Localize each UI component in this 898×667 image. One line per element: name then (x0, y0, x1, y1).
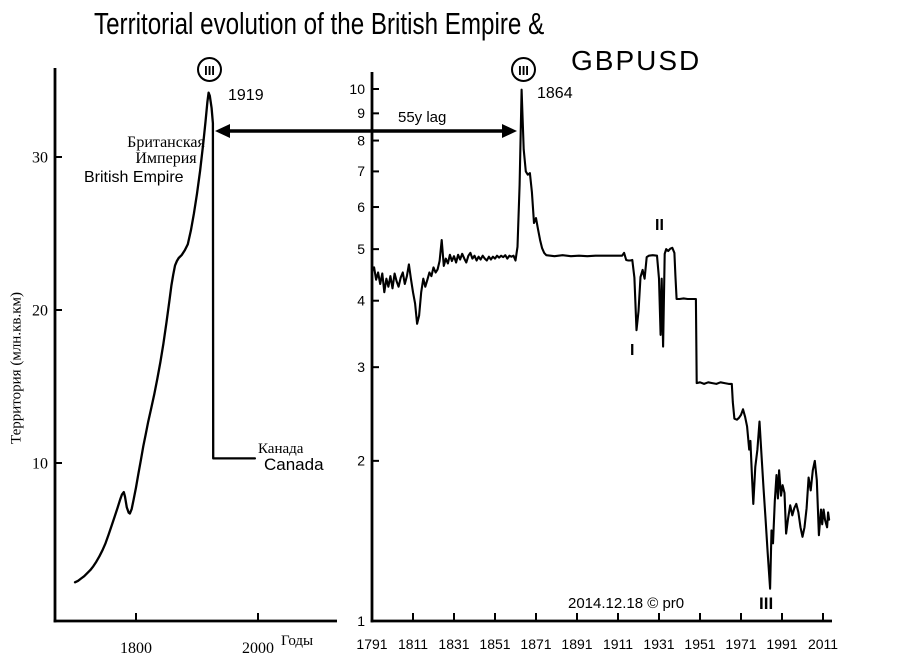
gbpusd-x-tick-label: 2011 (808, 636, 838, 652)
crisis-marker-II: II (655, 217, 664, 234)
canada-label-en: Canada (264, 455, 324, 474)
lag-label: 55y lag (398, 109, 447, 126)
gbpusd-x-tick-label: 1791 (356, 636, 387, 652)
empire-territory-y-tick-label: 30 (32, 149, 48, 166)
gbpusd-y-tick-label: 5 (357, 241, 365, 257)
gbpusd-y-tick-label: 3 (357, 359, 365, 375)
canada-label-ru: Канада (258, 441, 304, 457)
crisis-marker-III: III (759, 594, 774, 613)
gbpusd-y-tick-label: 8 (357, 132, 365, 148)
gbpusd-x-tick-label: 1951 (684, 636, 715, 652)
empire-territory-x-tick-label: 2000 (242, 640, 274, 657)
gbpusd-y-tick-label: 4 (357, 292, 365, 308)
gbpusd-y-tick-label: 9 (357, 105, 365, 121)
gbpusd-y-tick-label: 10 (349, 81, 365, 97)
gbpusd-x-tick-label: 1911 (603, 636, 633, 652)
gbpusd-line (370, 88, 831, 590)
y-axis-title-territory: Территория (млн.кв.км) (8, 292, 25, 444)
gbpusd-x-tick-label: 1871 (520, 636, 551, 652)
copyright-label: 2014.12.18 © pr0 (568, 595, 685, 612)
lag-arrow-right-head (502, 124, 517, 138)
empire-territory-y-tick-label: 20 (32, 302, 48, 319)
gbpusd-y-tick-label: 7 (357, 163, 365, 179)
gbpusd-x-tick-label: 1991 (766, 636, 797, 652)
peak-year-label-1919: 1919 (228, 87, 264, 104)
circled-peak-marker-left: III (197, 57, 222, 82)
main-title: Territorial evolution of the British Emp… (94, 6, 545, 41)
british-empire-label-en: British Empire (84, 169, 184, 186)
x-axis-title-years: Годы (281, 633, 314, 649)
gbpusd-x-tick-label: 1831 (438, 636, 469, 652)
crisis-marker-I: I (630, 342, 635, 359)
gbpusd-x-tick-label: 1931 (643, 636, 674, 652)
british-empire-label-ru: Британская Империя (127, 134, 205, 167)
circled-peak-marker-right: III (511, 57, 536, 82)
gbpusd-y-tick-label: 2 (357, 453, 365, 469)
gbpusd-x-tick-label: 1851 (479, 636, 510, 652)
gbpusd-x-tick-label: 1891 (561, 636, 592, 652)
gbpusd-y-tick-label: 6 (357, 199, 365, 215)
lag-arrow (215, 124, 517, 138)
gbpusd-y-tick-label: 1 (357, 613, 365, 629)
lag-arrow-left-head (215, 124, 230, 138)
gbpusd-x-tick-label: 1971 (725, 636, 756, 652)
gbpusd-title: GBPUSD (571, 45, 702, 76)
empire-territory-y-tick-label: 10 (32, 455, 48, 472)
empire-territory-line (73, 91, 257, 584)
peak-year-label-1864: 1864 (537, 85, 573, 102)
empire-territory-x-tick-label: 1800 (120, 640, 152, 657)
gbpusd-x-tick-label: 1811 (398, 636, 428, 652)
